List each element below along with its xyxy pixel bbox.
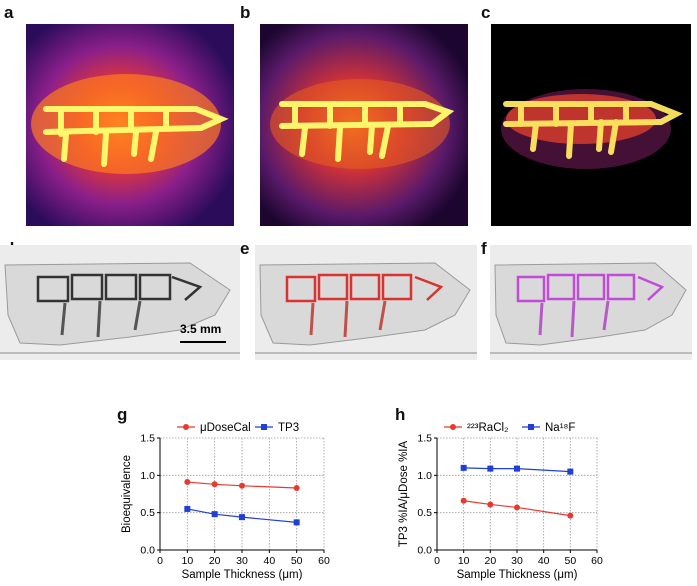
legend-marker bbox=[183, 424, 189, 430]
autoradiograph-c-image bbox=[501, 89, 684, 169]
autoradiograph-c bbox=[491, 24, 691, 226]
legend-label: TP3 bbox=[278, 422, 299, 434]
histology-e-image bbox=[255, 262, 477, 354]
y-axis-label: TP3 %IA/μDose %IA bbox=[398, 441, 410, 548]
histology-d-image bbox=[0, 262, 240, 354]
x-tick-label: 0 bbox=[157, 555, 163, 567]
x-axis-label: Sample Thickness (μm) bbox=[457, 569, 578, 581]
y-axis-label: Bioequivalence bbox=[121, 455, 133, 533]
data-point bbox=[184, 505, 191, 512]
legend-label: ²²³RaCl₂ bbox=[467, 422, 509, 434]
autoradiograph-a bbox=[26, 24, 234, 226]
data-point bbox=[487, 501, 494, 508]
y-tick-label: 1.5 bbox=[417, 433, 432, 445]
series-line-1 bbox=[463, 467, 571, 473]
y-tick-label: 1.0 bbox=[417, 470, 432, 482]
data-point bbox=[239, 514, 245, 521]
histology-f-image bbox=[490, 262, 692, 354]
autoradiograph-b bbox=[260, 24, 468, 226]
y-tick-label: 1.5 bbox=[140, 433, 155, 445]
x-tick-label: 20 bbox=[209, 555, 221, 567]
series-line-0 bbox=[463, 500, 571, 517]
histology-f bbox=[490, 245, 692, 360]
autoradiograph-a-image bbox=[26, 24, 234, 226]
panel-label-b: b bbox=[240, 3, 251, 22]
data-point bbox=[487, 465, 494, 472]
data-point bbox=[514, 504, 520, 511]
legend-marker bbox=[261, 424, 267, 430]
y-tick-label: 1.0 bbox=[140, 470, 155, 482]
x-tick-label: 60 bbox=[318, 555, 330, 567]
legend-label: μDoseCal bbox=[200, 422, 251, 434]
x-tick-label: 30 bbox=[511, 555, 523, 567]
data-point bbox=[211, 481, 218, 488]
data-point bbox=[211, 511, 218, 518]
histology-e bbox=[255, 245, 477, 360]
x-tick-label: 0 bbox=[434, 555, 440, 567]
data-point bbox=[460, 497, 467, 504]
panel-label-a: a bbox=[4, 3, 14, 22]
y-tick-label: 0.5 bbox=[417, 507, 432, 519]
data-point bbox=[184, 479, 191, 486]
y-tick-label: 0.0 bbox=[417, 545, 432, 557]
data-point bbox=[293, 485, 300, 492]
x-tick-label: 60 bbox=[591, 555, 603, 567]
x-axis-label: Sample Thickness (μm) bbox=[182, 569, 303, 581]
data-point bbox=[567, 512, 574, 519]
x-tick-label: 40 bbox=[538, 555, 550, 567]
legend-marker bbox=[528, 424, 534, 430]
x-tick-label: 40 bbox=[263, 555, 275, 567]
data-point bbox=[567, 468, 574, 475]
data-point bbox=[293, 519, 300, 526]
x-tick-label: 30 bbox=[236, 555, 248, 567]
histology-d bbox=[0, 245, 240, 360]
data-point bbox=[514, 465, 520, 472]
data-point bbox=[460, 464, 467, 471]
y-tick-label: 0.0 bbox=[140, 545, 155, 557]
x-tick-label: 50 bbox=[564, 555, 576, 567]
chart-h: 0 10 20 30 40 50 60 0.0 0.5 1.0 1.5 Sample Thicknes… bbox=[398, 422, 603, 581]
panel-label-e: e bbox=[240, 239, 250, 258]
autoradiograph-b-image bbox=[260, 24, 468, 226]
data-point bbox=[239, 482, 245, 489]
x-tick-label: 20 bbox=[484, 555, 496, 567]
scale-bar-label: 3.5 mm bbox=[180, 322, 222, 336]
panel-label-f: f bbox=[481, 239, 487, 258]
series-line-0 bbox=[187, 481, 297, 489]
x-tick-label: 10 bbox=[181, 555, 193, 567]
y-tick-label: 0.5 bbox=[140, 507, 155, 519]
panel-label-c: c bbox=[481, 3, 491, 22]
panel-label-g: g bbox=[117, 405, 128, 424]
series-line-1 bbox=[187, 508, 297, 523]
chart-g: 0 10 20 30 40 50 60 0.0 0.5 1.0 1.5 Sample Thicknes… bbox=[121, 422, 330, 581]
x-tick-label: 50 bbox=[291, 555, 303, 567]
legend-marker bbox=[450, 424, 456, 430]
x-tick-label: 10 bbox=[458, 555, 470, 567]
panel-label-h: h bbox=[395, 405, 406, 424]
legend-label: Na¹⁸F bbox=[545, 422, 575, 434]
